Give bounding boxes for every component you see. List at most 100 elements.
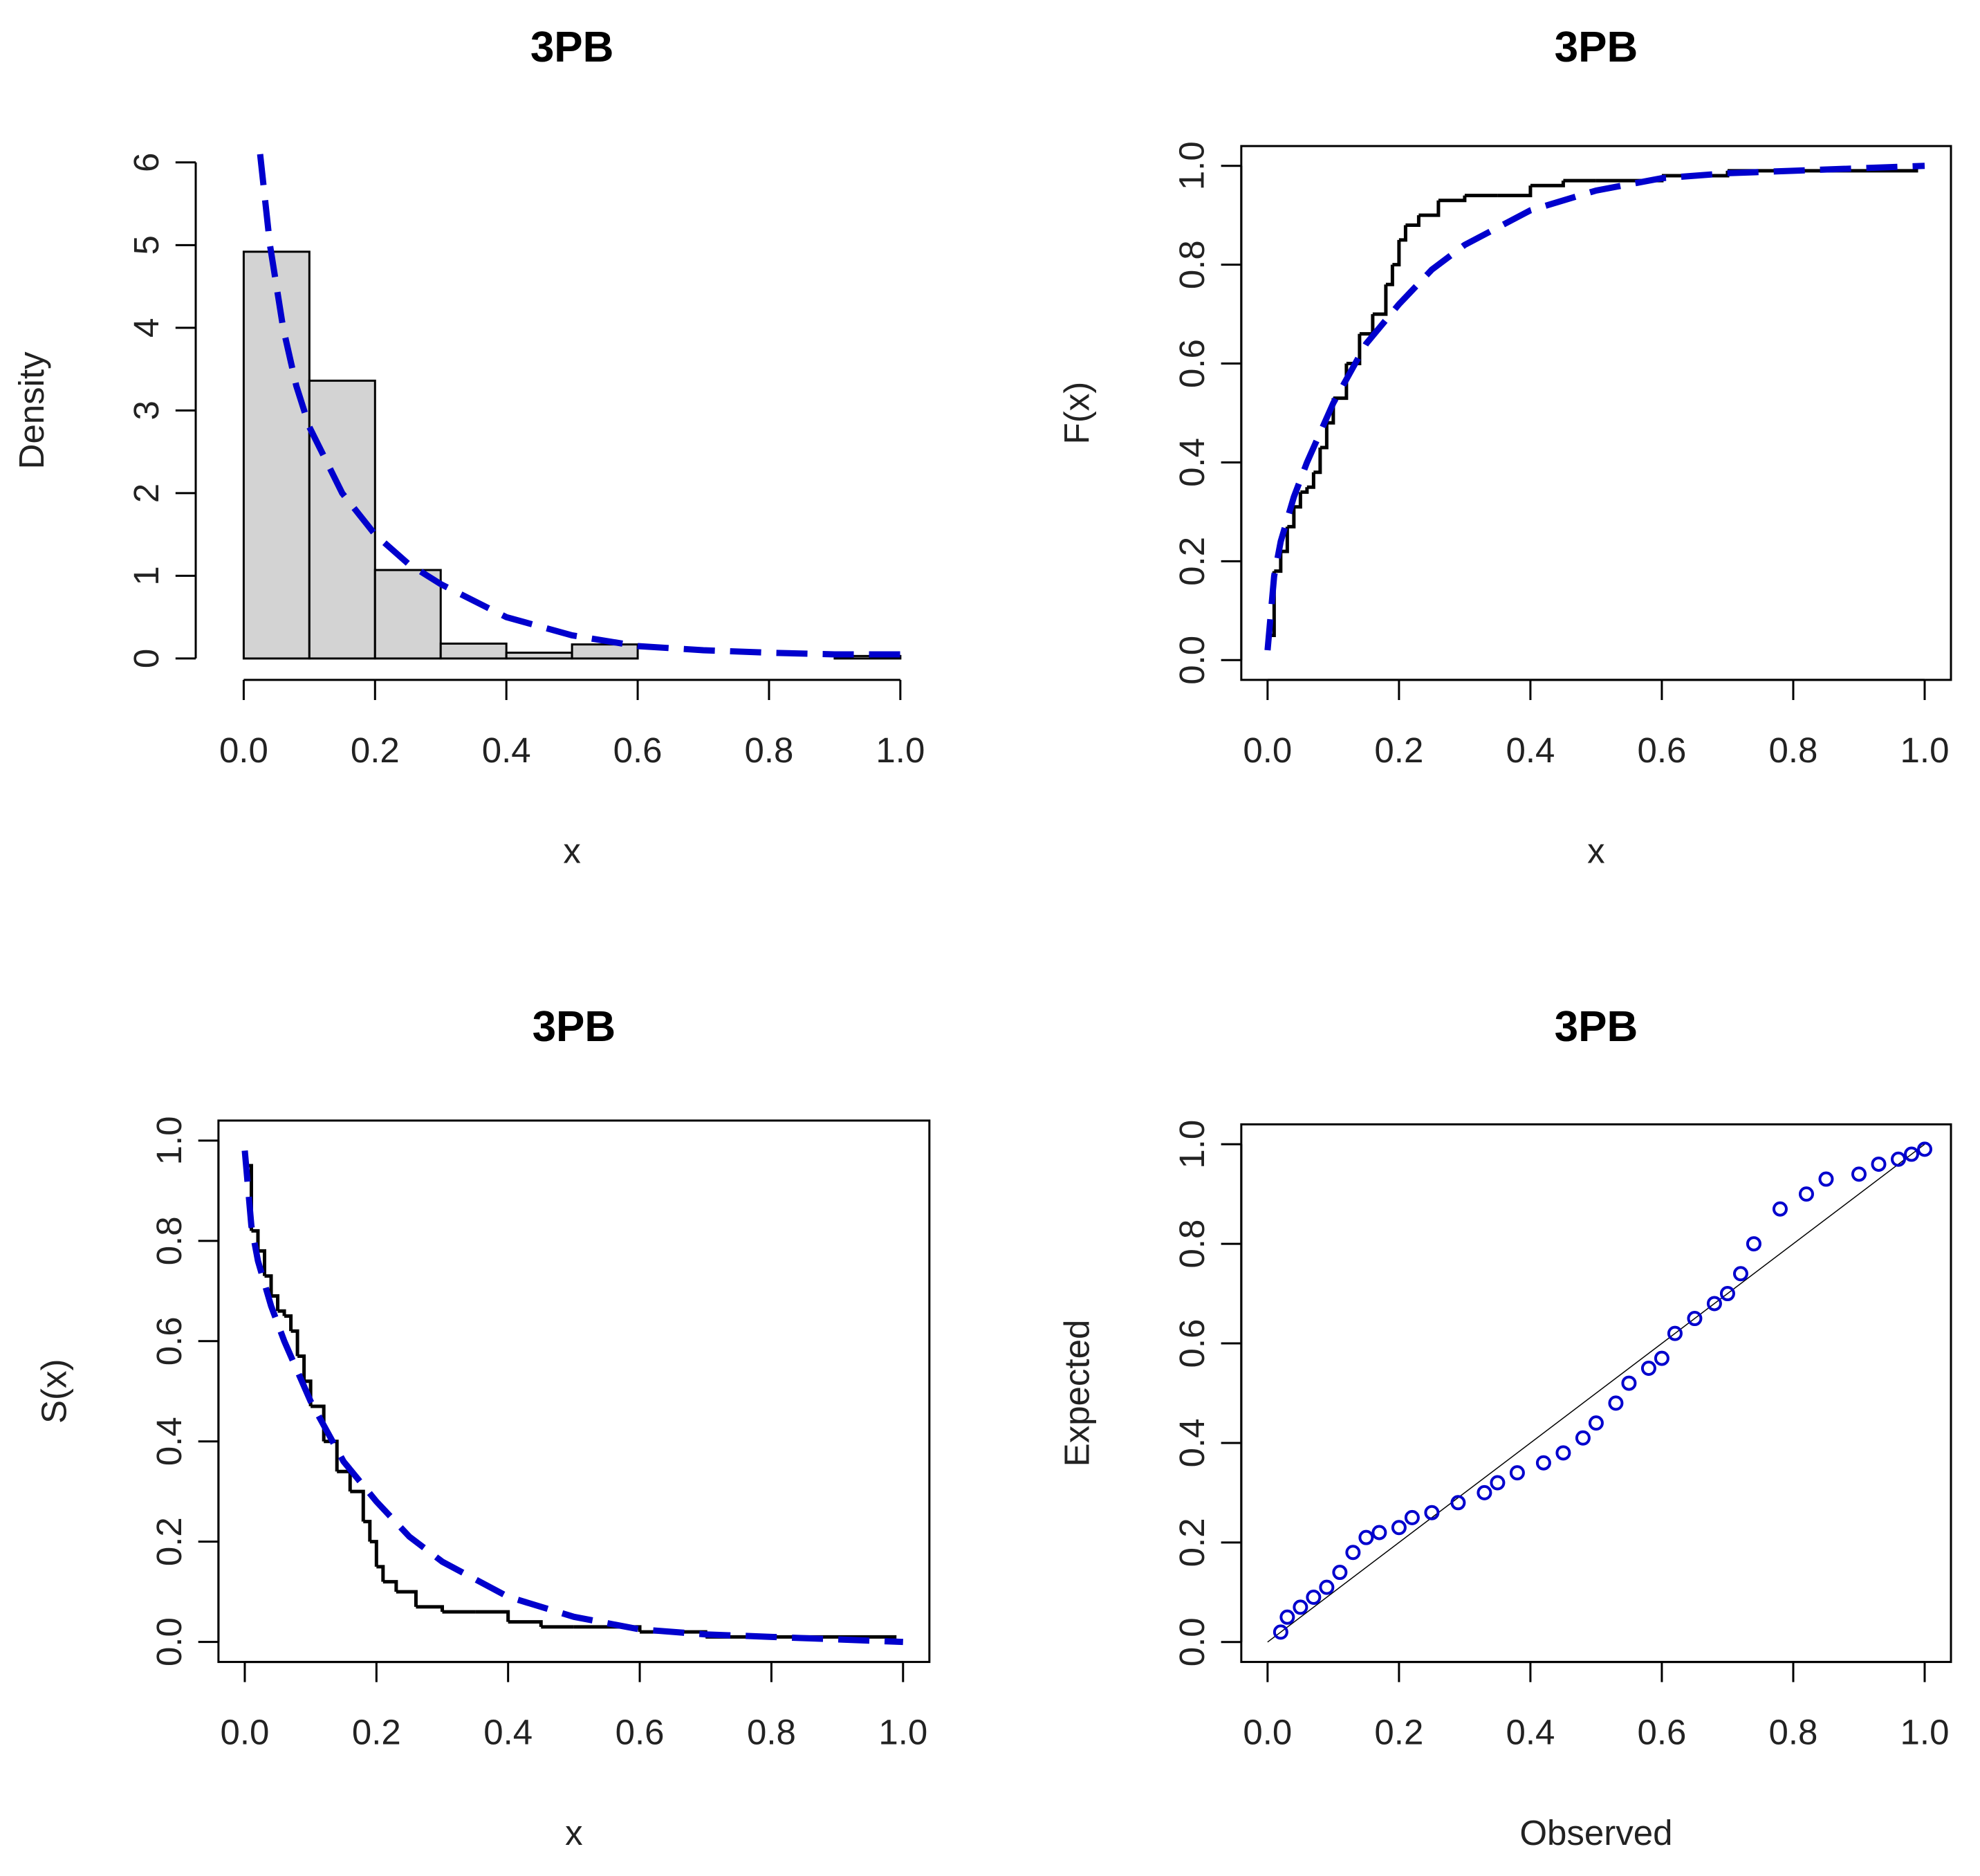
y-tick-label: 6 bbox=[127, 153, 166, 172]
step-segment bbox=[1530, 181, 1565, 187]
x-tick-label: 0.8 bbox=[745, 730, 794, 770]
y-tick-label: 0.0 bbox=[1172, 1617, 1212, 1666]
point bbox=[1916, 1141, 1932, 1157]
step-segment bbox=[573, 1625, 642, 1633]
plot-box bbox=[1240, 145, 1952, 681]
point bbox=[1391, 1520, 1407, 1536]
fitted-curve bbox=[241, 1150, 903, 1646]
reference-line bbox=[1267, 1143, 1925, 1643]
y-tick-label: 0.8 bbox=[1172, 1220, 1212, 1269]
y-tick-label: 0.0 bbox=[1172, 636, 1212, 685]
y-tick-label: 0.6 bbox=[149, 1316, 189, 1365]
x-tick-label: 0.8 bbox=[747, 1713, 796, 1752]
point bbox=[1490, 1475, 1506, 1491]
point bbox=[1555, 1445, 1571, 1461]
histogram-bar bbox=[439, 642, 508, 660]
x-tick-label: 0.2 bbox=[1374, 1713, 1423, 1752]
step-segment bbox=[369, 1540, 378, 1567]
histogram-bar bbox=[505, 652, 573, 660]
y-tick-label: 0.6 bbox=[1172, 1319, 1212, 1368]
x-tick-label: 0.4 bbox=[483, 1713, 533, 1752]
step-segment bbox=[1359, 314, 1375, 336]
step-segment bbox=[337, 1469, 352, 1492]
point bbox=[1798, 1186, 1814, 1202]
x-tick-label: 0.2 bbox=[1374, 730, 1423, 770]
x-tick-label: 0.0 bbox=[220, 1713, 269, 1752]
point bbox=[1818, 1171, 1834, 1187]
fitted-curve bbox=[257, 154, 900, 658]
x-axis-label: x bbox=[565, 1813, 583, 1852]
step-segment bbox=[1372, 284, 1388, 316]
y-tick-label: 3 bbox=[127, 401, 166, 420]
point bbox=[1621, 1375, 1637, 1391]
step-segment bbox=[257, 1249, 267, 1276]
point bbox=[1903, 1146, 1919, 1162]
step-segment bbox=[277, 1309, 286, 1316]
step-segment bbox=[1405, 215, 1421, 227]
y-tick-label: 1.0 bbox=[1172, 1120, 1212, 1169]
step-segment bbox=[376, 1565, 385, 1582]
y-tick-label: 4 bbox=[127, 318, 166, 338]
step-segment bbox=[350, 1489, 365, 1522]
point bbox=[1345, 1545, 1361, 1561]
y-tick-label: 1.0 bbox=[149, 1116, 189, 1165]
step-segment bbox=[264, 1274, 273, 1296]
point bbox=[1706, 1296, 1722, 1312]
point bbox=[1332, 1565, 1348, 1581]
point bbox=[1654, 1350, 1669, 1366]
point bbox=[1293, 1599, 1308, 1615]
point bbox=[1509, 1465, 1525, 1481]
x-tick-label: 0.6 bbox=[613, 730, 663, 770]
step-segment bbox=[297, 1354, 306, 1381]
step-segment bbox=[475, 1610, 510, 1622]
step-segment bbox=[396, 1590, 418, 1607]
step-segment bbox=[1385, 264, 1394, 286]
step-segment bbox=[1287, 506, 1296, 528]
y-tick-label: 5 bbox=[127, 235, 166, 255]
point bbox=[1772, 1201, 1788, 1217]
y-tick-label: 0.2 bbox=[1172, 537, 1212, 586]
step-segment bbox=[324, 1440, 339, 1472]
y-tick-label: 1.0 bbox=[1172, 141, 1212, 190]
step-segment bbox=[290, 1329, 299, 1357]
point bbox=[1450, 1495, 1466, 1511]
point bbox=[1640, 1360, 1656, 1376]
x-tick-label: 0.4 bbox=[1506, 730, 1555, 770]
y-tick-label: 0.4 bbox=[149, 1417, 189, 1466]
x-axis-label: x bbox=[1587, 831, 1605, 871]
point bbox=[1535, 1455, 1551, 1471]
y-tick-label: 0.4 bbox=[1172, 1418, 1212, 1467]
y-tick-label: 0.8 bbox=[149, 1216, 189, 1265]
step-segment bbox=[1300, 487, 1309, 494]
point bbox=[1279, 1609, 1295, 1625]
y-tick-label: 0.4 bbox=[1172, 438, 1212, 487]
x-tick-label: 0.6 bbox=[616, 1713, 665, 1752]
point bbox=[1319, 1579, 1335, 1595]
chart-title: 3PB bbox=[1555, 24, 1638, 71]
step-segment bbox=[1438, 195, 1467, 203]
point bbox=[1719, 1286, 1735, 1302]
y-tick-label: 0.0 bbox=[149, 1617, 189, 1666]
point bbox=[1890, 1151, 1906, 1167]
point bbox=[1358, 1529, 1374, 1545]
point bbox=[1424, 1505, 1440, 1520]
x-tick-label: 0.4 bbox=[482, 730, 531, 770]
step-segment bbox=[1497, 185, 1533, 198]
x-tick-label: 0.8 bbox=[1769, 730, 1818, 770]
point bbox=[1404, 1509, 1420, 1525]
step-segment bbox=[1313, 448, 1322, 475]
step-segment bbox=[1320, 423, 1329, 450]
point bbox=[1871, 1156, 1887, 1172]
step-segment bbox=[1398, 225, 1407, 242]
chart-title: 3PB bbox=[530, 24, 614, 71]
x-tick-label: 1.0 bbox=[1900, 730, 1950, 770]
y-tick-label: 0.2 bbox=[149, 1517, 189, 1566]
point bbox=[1732, 1266, 1748, 1282]
step-segment bbox=[1280, 526, 1289, 553]
x-tick-label: 0.6 bbox=[1637, 730, 1686, 770]
y-axis-label: S(x) bbox=[35, 1359, 74, 1424]
step-segment bbox=[416, 1605, 445, 1612]
step-segment bbox=[1418, 200, 1441, 217]
step-segment bbox=[1293, 492, 1302, 509]
